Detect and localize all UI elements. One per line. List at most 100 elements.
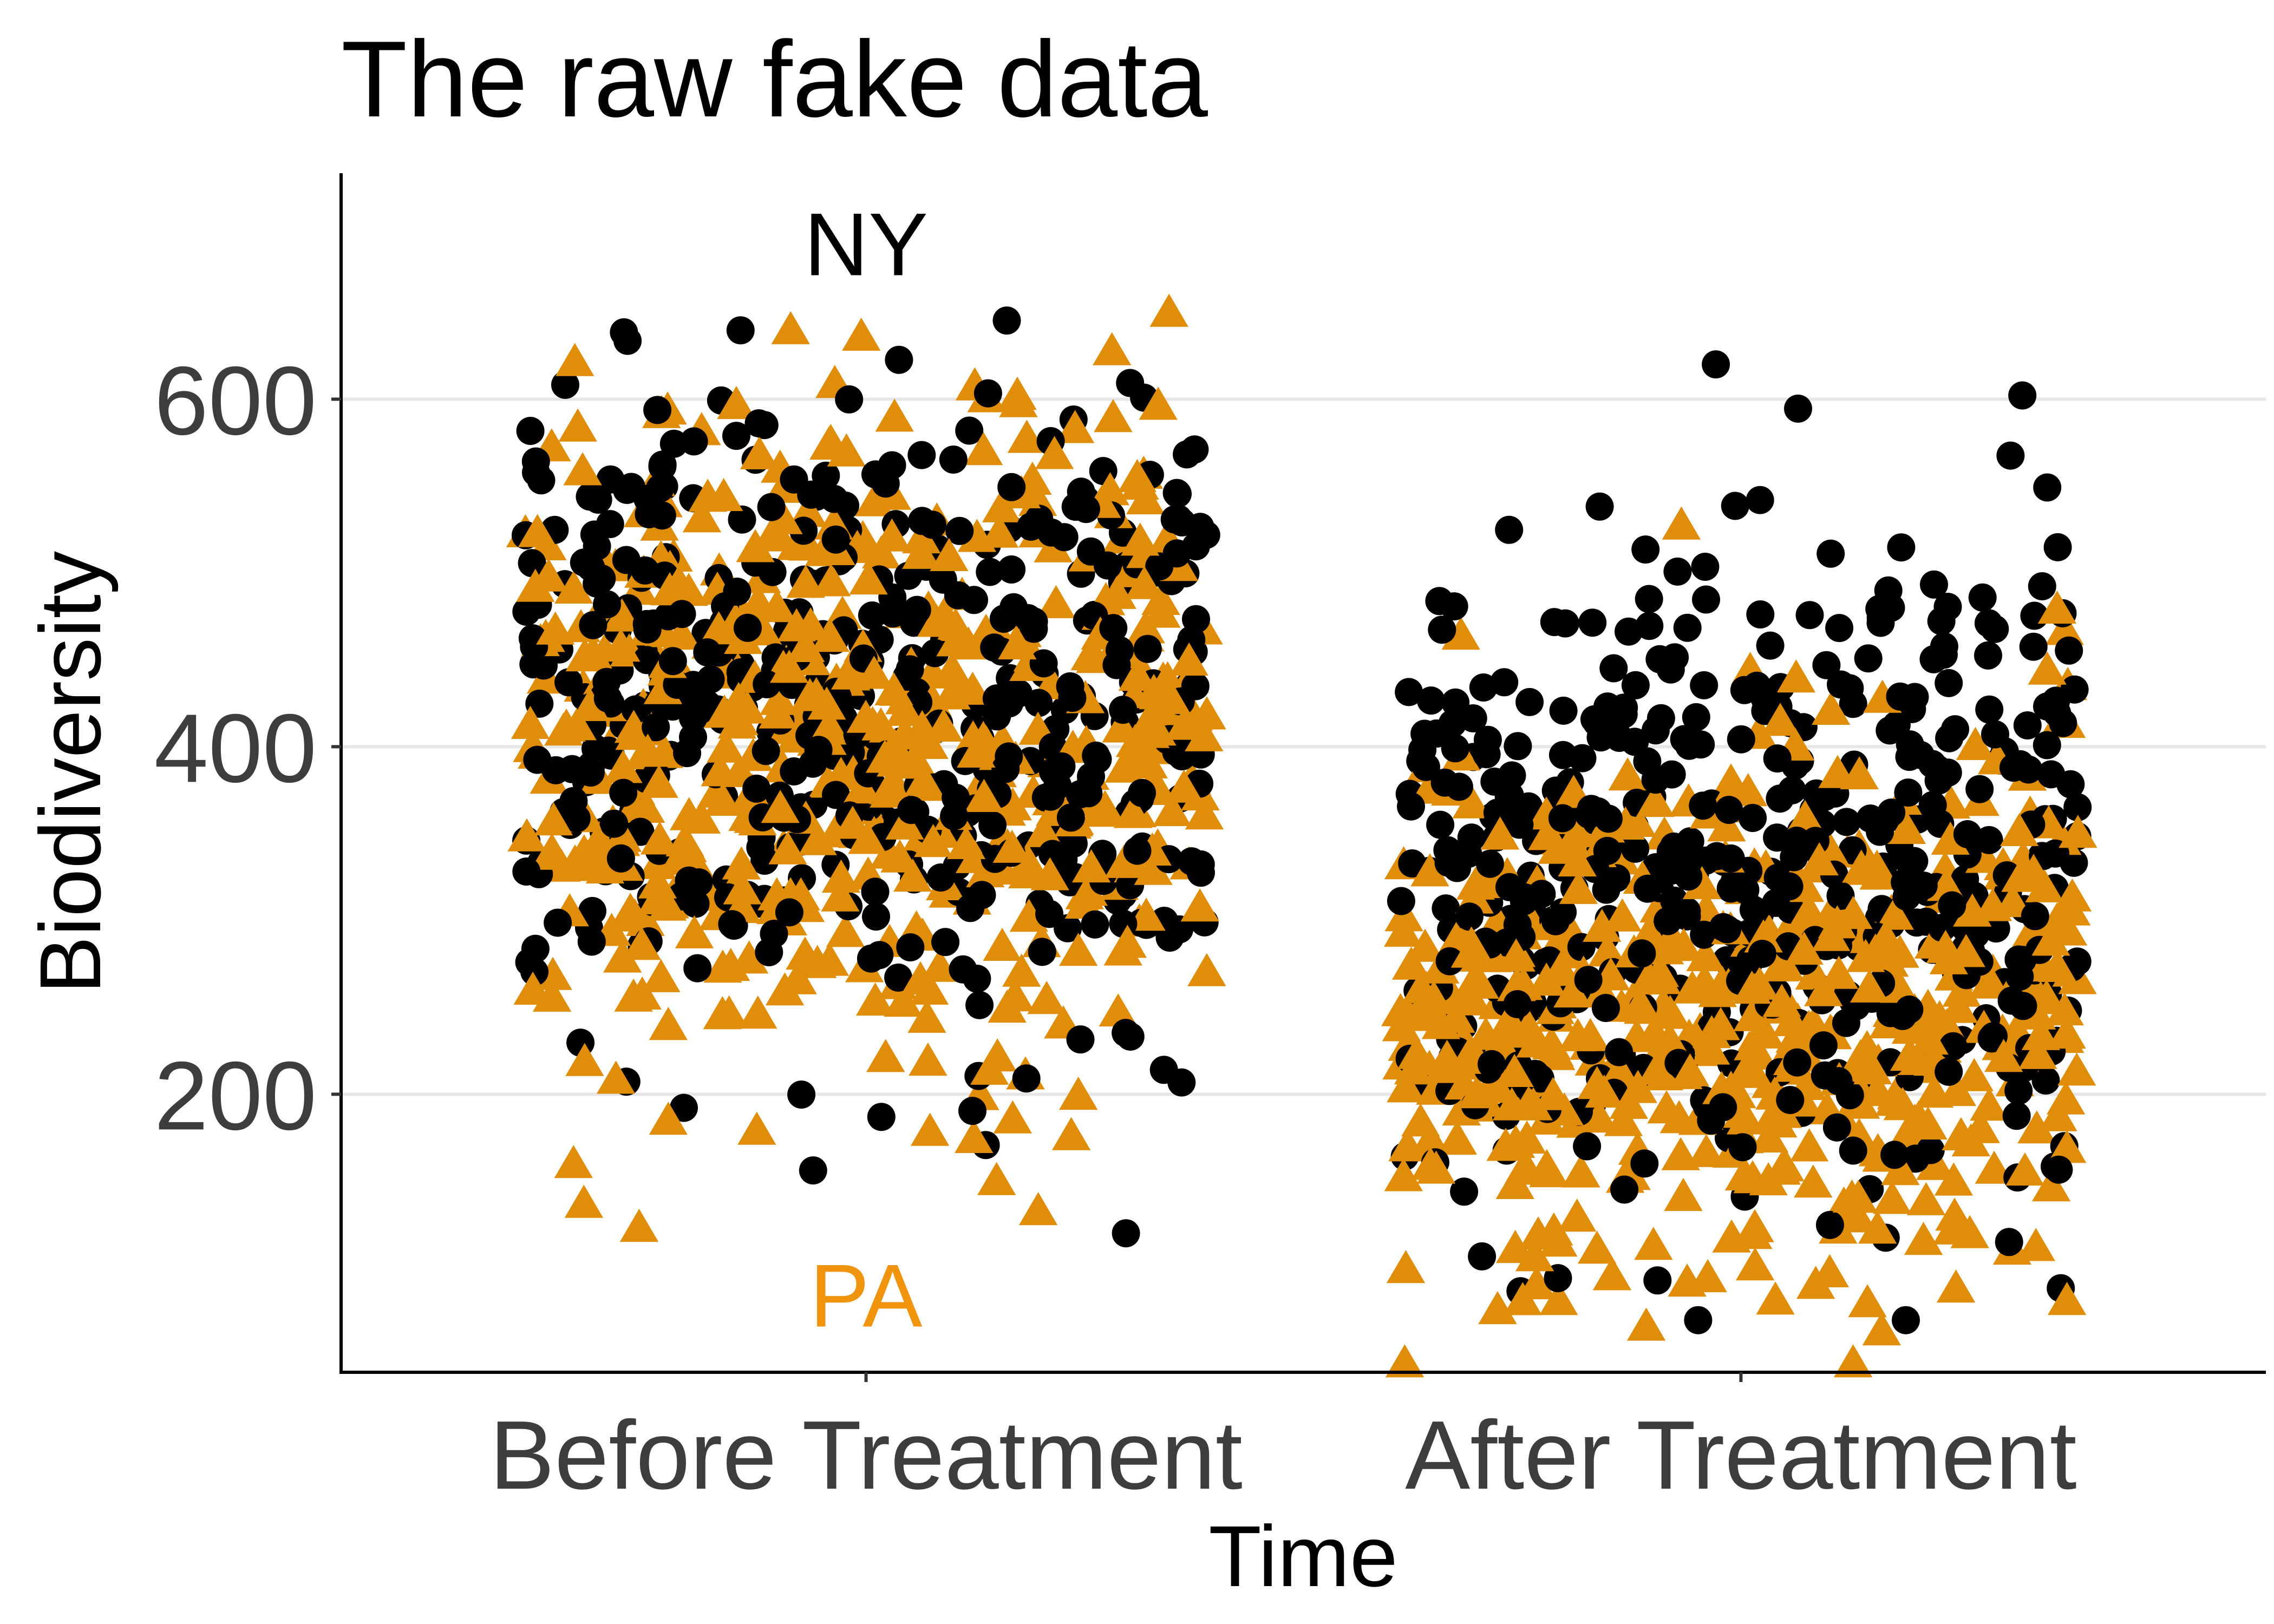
point-pa [988, 989, 1027, 1023]
point-ny [1716, 844, 1745, 873]
point-ny [1826, 881, 1855, 910]
point-ny [907, 441, 936, 469]
point-ny [648, 501, 676, 530]
point-ny [1577, 795, 1605, 823]
point-ny [1894, 778, 1923, 807]
point-pa [1113, 795, 1153, 828]
point-ny [728, 505, 756, 534]
point-pa [722, 846, 761, 880]
point-ny [2063, 793, 2092, 822]
point-ny [1839, 1136, 1867, 1165]
x-ticks: Before Treatment After Treatment [489, 1372, 2077, 1510]
point-ny [1541, 907, 1570, 935]
point-ny [939, 446, 968, 474]
point-pa [1592, 1257, 1632, 1291]
point-pa [717, 385, 756, 420]
point-ny [1631, 535, 1660, 564]
point-pa [739, 996, 777, 1029]
point-ny [1916, 1136, 1945, 1164]
point-ny [1116, 871, 1145, 900]
point-pa [711, 947, 750, 981]
point-ny [578, 896, 606, 925]
point-pa [1756, 1281, 1795, 1315]
point-ny [1780, 843, 1808, 872]
point-ny [518, 549, 546, 578]
point-pa [1458, 1075, 1497, 1109]
point-ny [1610, 693, 1638, 722]
point-ny [1893, 846, 1922, 874]
point-pa [1955, 1058, 1994, 1091]
point-ny [1816, 539, 1845, 568]
point-ny [1180, 435, 1209, 464]
point-ny [1920, 570, 1948, 599]
point-pa [1931, 821, 1970, 855]
point-pa [639, 764, 678, 798]
point-pa [2016, 1228, 2055, 1261]
y-ticks: 200 400 600 [154, 346, 341, 1150]
point-pa [1108, 925, 1147, 958]
point-ny [580, 520, 609, 549]
point-pa [622, 927, 661, 960]
point-ny [757, 493, 786, 521]
point-ny [1982, 914, 2010, 943]
point-ny [1854, 644, 1883, 673]
point-pa [1626, 1307, 1666, 1341]
point-pa [1094, 399, 1133, 433]
point-ny [1610, 1175, 1639, 1204]
point-pa [1118, 658, 1157, 691]
point-ny [1825, 614, 1854, 643]
point-pa [1762, 984, 1801, 1017]
point-pa [1489, 1004, 1528, 1037]
point-pa [932, 652, 972, 685]
point-ny [551, 370, 579, 399]
point-pa [1636, 783, 1675, 817]
point-pa [723, 871, 762, 905]
point-pa [1559, 870, 1598, 904]
point-pa [1608, 757, 1647, 791]
point-pa [2017, 1110, 2056, 1144]
point-ny [1727, 725, 1755, 754]
point-ny [1641, 765, 1670, 794]
point-pa [1411, 1147, 1450, 1180]
point-ny [1498, 761, 1526, 790]
x-tick-label: Before Treatment [489, 1401, 1243, 1510]
point-pa [1105, 844, 1143, 878]
point-ny [1435, 947, 1464, 975]
point-ny [642, 713, 670, 742]
point-pa [1438, 1121, 1477, 1155]
point-pa [1810, 1254, 1850, 1287]
point-ny [2056, 770, 2085, 798]
point-ny [1895, 743, 1924, 771]
point-pa [2031, 922, 2070, 956]
point-pa [1165, 769, 1204, 803]
point-ny [1999, 754, 2028, 782]
point-ny [973, 379, 1002, 408]
point-ny [1975, 826, 2003, 854]
point-ny [1795, 601, 1824, 630]
point-pa [1800, 842, 1839, 876]
point-ny [1112, 1019, 1140, 1047]
point-ny [1029, 649, 1058, 678]
point-pa [1785, 931, 1824, 965]
point-pa [1691, 1031, 1730, 1065]
point-ny [544, 908, 572, 937]
point-ny [1475, 849, 1504, 878]
point-ny [1071, 495, 1100, 523]
point-ny [554, 668, 583, 697]
point-ny [1941, 715, 1969, 744]
point-pa [843, 770, 882, 804]
point-pa [1939, 990, 1978, 1023]
point-pa [2021, 1017, 2061, 1050]
point-ny [896, 933, 925, 961]
point-pa [563, 452, 602, 486]
point-ny [1441, 734, 1469, 763]
point-pa [821, 878, 860, 912]
point-pa [810, 708, 849, 742]
point-ny [1746, 600, 1775, 628]
point-pa [1603, 898, 1642, 932]
point-ny [632, 610, 661, 638]
point-ny [1440, 592, 1468, 621]
point-pa [982, 489, 1021, 522]
point-ny [1953, 820, 1982, 848]
point-ny [1106, 636, 1134, 665]
